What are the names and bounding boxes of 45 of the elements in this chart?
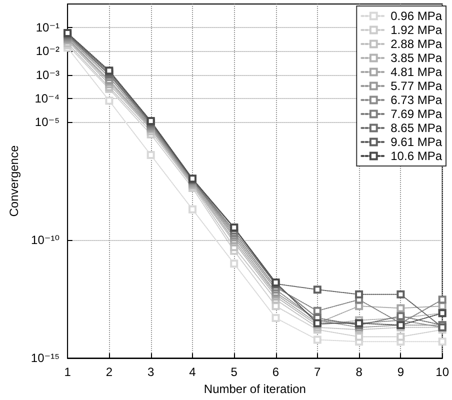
y-tick-label: 10⁻⁵ [34,115,60,130]
legend-label: 7.69 MPa [390,107,442,121]
x-tick-label: 6 [272,365,280,380]
y-tick-label: 10⁻² [36,44,60,58]
point [146,151,155,160]
x-tick-label: 5 [230,365,238,380]
legend-label: 0.96 MPa [390,9,442,23]
x-tick-label: 10 [436,365,450,380]
legend-label: 2.88 MPa [390,37,442,51]
x-tick-label: 4 [189,365,196,380]
y-tick-label: 10⁻¹⁵ [30,351,60,366]
x-tick-label: 1 [64,365,72,380]
point [396,332,405,341]
point [438,338,446,346]
point [188,205,196,214]
x-axis-title: Number of iteration [204,382,306,396]
x-tick-label: 2 [106,365,113,380]
x-tick-label: 3 [147,365,154,380]
x-tick-label: 8 [356,365,363,380]
legend-label: 6.73 MPa [390,93,442,107]
point [105,96,114,105]
x-tick-label: 7 [314,365,322,380]
point [272,314,280,322]
legend-label: 8.65 MPa [390,121,442,135]
legend-label: 3.85 MPa [390,51,442,65]
y-tick-label: 10⁻¹⁰ [31,233,60,248]
legend-label: 1.92 MPa [390,23,442,37]
point [396,304,405,312]
y-tick-label: 10⁻¹ [36,20,60,35]
legend-label: 9.61 MPa [390,135,442,149]
point [355,290,364,298]
x-tick-label: 9 [397,365,404,380]
y-tick-label: 10⁻³ [36,68,60,82]
point [313,336,322,344]
legend-label: 5.77 MPa [390,79,442,93]
point [438,296,446,304]
point [396,290,405,298]
point [313,286,322,294]
y-axis-title: Convergence [7,145,21,217]
legend-label: 10.6 MPa [390,149,442,163]
point [230,260,238,268]
point [313,306,322,315]
point [355,332,364,341]
y-tick-label: 10⁻⁴ [34,91,60,106]
legend-label: 4.81 MPa [390,65,442,79]
